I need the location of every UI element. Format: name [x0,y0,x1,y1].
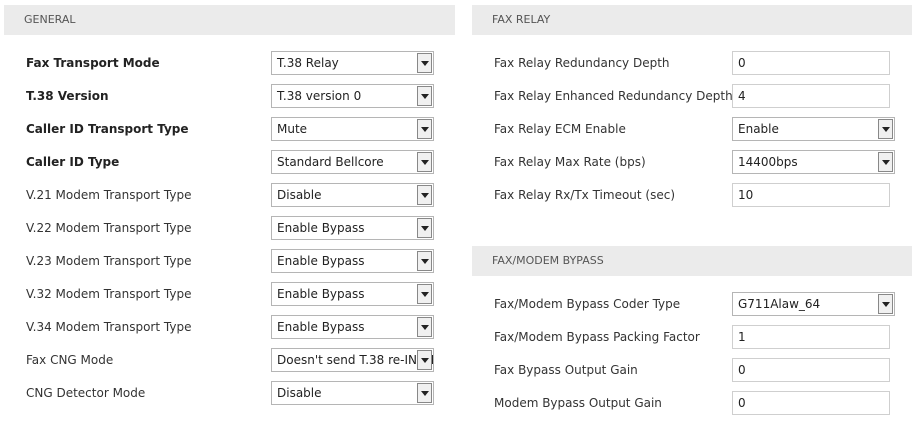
dropdown-arrow[interactable] [417,218,432,238]
dropdown-arrow[interactable] [417,119,432,139]
dropdown[interactable]: T.38 version 0 [271,84,434,108]
dropdown[interactable]: T.38 Relay [271,51,434,75]
field-label: CNG Detector Mode [26,386,146,400]
field-label: V.34 Modem Transport Type [26,320,192,334]
field-label: Fax/Modem Bypass Coder Type [494,297,681,311]
field-label: Modem Bypass Output Gain [494,396,662,410]
dropdown[interactable]: 14400bps [732,150,895,174]
dropdown[interactable]: Enable Bypass [271,216,434,240]
dropdown-arrow[interactable] [878,294,893,314]
text-input[interactable]: 0 [732,51,890,75]
section-header: FAX RELAY [472,5,912,35]
dropdown-arrow[interactable] [417,317,432,337]
dropdown-arrow[interactable] [417,251,432,271]
field-label: V.23 Modem Transport Type [26,254,192,268]
field-label: Fax Relay Enhanced Redundancy Depth [494,89,733,103]
field-label: Fax Relay Rx/Tx Timeout (sec) [494,188,676,202]
dropdown-arrow[interactable] [417,383,432,403]
text-input[interactable]: 0 [732,391,890,415]
field-label: Fax/Modem Bypass Packing Factor [494,330,700,344]
field-label: V.32 Modem Transport Type [26,287,192,301]
dropdown[interactable]: Doesn't send T.38 re-INVITE [271,348,434,372]
dropdown-arrow[interactable] [417,185,432,205]
field-label: Fax Transport Mode [26,56,160,70]
field-label: V.22 Modem Transport Type [26,221,192,235]
dropdown-arrow[interactable] [878,152,893,172]
dropdown[interactable]: Disable [271,183,434,207]
dropdown-arrow[interactable] [417,350,432,370]
field-label: Fax Relay ECM Enable [494,122,626,136]
dropdown[interactable]: Enable Bypass [271,282,434,306]
dropdown-arrow[interactable] [417,86,432,106]
dropdown[interactable]: Enable Bypass [271,249,434,273]
field-label: V.21 Modem Transport Type [26,188,192,202]
text-input[interactable]: 0 [732,358,890,382]
dropdown[interactable]: Mute [271,117,434,141]
field-label: Fax Bypass Output Gain [494,363,638,377]
field-label: Caller ID Type [26,155,120,169]
dropdown[interactable]: Enable [732,117,895,141]
text-input[interactable]: 4 [732,84,890,108]
field-label: T.38 Version [26,89,109,103]
dropdown-arrow[interactable] [417,284,432,304]
field-label: Fax Relay Max Rate (bps) [494,155,646,169]
field-label: Fax CNG Mode [26,353,114,367]
dropdown[interactable]: G711Alaw_64 [732,292,895,316]
section-header: GENERAL [4,5,455,35]
dropdown[interactable]: Standard Bellcore [271,150,434,174]
text-input[interactable]: 10 [732,183,890,207]
section-header: FAX/MODEM BYPASS [472,246,912,276]
dropdown[interactable]: Enable Bypass [271,315,434,339]
dropdown-arrow[interactable] [878,119,893,139]
dropdown-arrow[interactable] [417,152,432,172]
dropdown-arrow[interactable] [417,53,432,73]
dropdown[interactable]: Disable [271,381,434,405]
field-label: Caller ID Transport Type [26,122,189,136]
field-label: Fax Relay Redundancy Depth [494,56,670,70]
text-input[interactable]: 1 [732,325,890,349]
